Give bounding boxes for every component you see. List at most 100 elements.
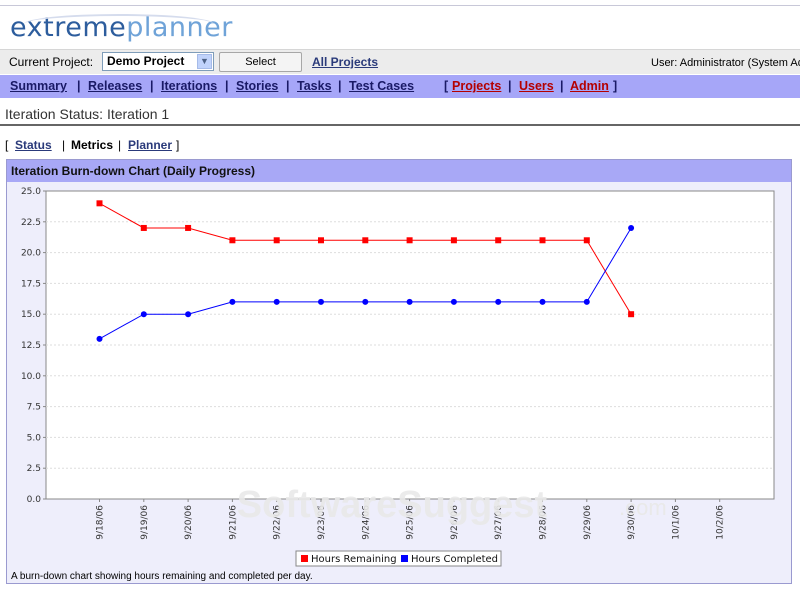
nav-summary[interactable]: Summary [10, 79, 67, 93]
nav-iterations[interactable]: Iterations [161, 79, 218, 93]
page-title: Iteration Status: Iteration 1 [5, 106, 170, 122]
nav-stories[interactable]: Stories [236, 79, 279, 93]
x-tick-label: 10/1/06 [671, 505, 681, 540]
subnav-separator: | [118, 138, 122, 152]
x-tick-label: 9/27/06 [494, 505, 504, 540]
data-point [495, 237, 502, 244]
y-tick-label: 17.5 [21, 279, 41, 289]
nav-tasks[interactable]: Tasks [297, 79, 332, 93]
x-tick-label: 9/23/06 [317, 505, 327, 540]
extremeplanner-logo: extremeplanner [10, 12, 233, 46]
project-select[interactable]: Demo Project ▼ [102, 52, 214, 71]
project-bar: Current Project: Demo Project ▼ Select A… [0, 49, 800, 74]
x-tick-label: 9/22/06 [273, 505, 283, 540]
x-tick-label: 9/19/06 [140, 505, 150, 540]
x-tick-label: 9/25/06 [406, 505, 416, 540]
subnav-separator: | [62, 138, 66, 152]
legend-swatch [301, 555, 308, 562]
user-info: User: Administrator (System Adr [651, 57, 800, 69]
select-button[interactable]: Select [219, 52, 302, 72]
title-divider [0, 124, 800, 126]
data-point [185, 311, 192, 318]
legend-label: Hours Completed [411, 554, 498, 565]
watermark-suffix: .com [619, 495, 667, 520]
data-point [362, 298, 369, 305]
data-point [185, 224, 192, 231]
data-point [96, 200, 103, 207]
x-tick-label: 9/28/06 [539, 505, 549, 540]
data-point [318, 237, 324, 244]
y-tick-label: 7.5 [27, 403, 41, 413]
data-point [450, 237, 457, 244]
burndown-chart: 0.0 2.5 5.0 7.5 10.0 12.5 15.0 17.5 20.0 22.5 25.0… [21, 187, 775, 567]
main-nav: Summary | Releases | Iterations | Storie… [0, 75, 800, 98]
nav-bracket-close: ] [613, 79, 618, 93]
chart-caption: A burn-down chart showing hours remainin… [11, 571, 313, 582]
nav-separator: | [225, 79, 229, 93]
y-tick-label: 20.0 [21, 249, 41, 259]
x-tick-label: 9/21/06 [228, 505, 238, 540]
data-point [583, 298, 590, 305]
nav-separator: | [508, 79, 512, 93]
logo-swoosh [24, 14, 214, 34]
all-projects-link[interactable]: All Projects [312, 55, 379, 69]
y-tick-label: 0.0 [27, 495, 42, 505]
nav-test-cases[interactable]: Test Cases [349, 79, 415, 93]
tab-planner[interactable]: Planner [128, 138, 173, 152]
y-tick-label: 12.5 [21, 341, 41, 351]
data-point [406, 237, 413, 244]
data-point [140, 224, 147, 231]
tab-metrics: Metrics [71, 138, 114, 152]
y-tick-label: 22.5 [21, 218, 41, 228]
data-point [362, 237, 369, 244]
subnav-bracket-close: ] [176, 138, 180, 152]
y-tick-label: 10.0 [21, 372, 41, 382]
y-tick-label: 5.0 [27, 433, 42, 443]
legend-box [295, 550, 502, 567]
data-point [406, 298, 413, 305]
x-tick-label: 9/30/06 [627, 505, 637, 540]
data-point [539, 298, 546, 305]
data-point [495, 298, 502, 305]
x-tick-label: 9/20/06 [184, 505, 194, 540]
nav-users[interactable]: Users [519, 79, 554, 93]
data-point [96, 335, 103, 342]
legend-label: Hours Remaining [311, 554, 397, 565]
x-tick-label: 9/24/06 [361, 505, 371, 540]
data-point [273, 237, 280, 244]
data-point [140, 311, 147, 318]
data-point [229, 237, 236, 244]
nav-separator: | [77, 79, 81, 93]
y-tick-label: 2.5 [27, 464, 41, 474]
data-point [273, 298, 280, 305]
data-point [318, 298, 324, 305]
burndown-panel: Iteration Burn-down Chart (Daily Progres… [6, 159, 792, 584]
data-point [450, 298, 457, 305]
x-tick-label: 9/26/06 [450, 505, 460, 540]
y-tick-label: 15.0 [21, 310, 41, 320]
nav-admin[interactable]: Admin [570, 79, 609, 93]
x-tick-label: 10/2/06 [716, 505, 726, 540]
data-point [229, 298, 236, 305]
watermark-text: SoftwareSuggest [237, 484, 548, 526]
top-divider [0, 5, 800, 6]
nav-projects[interactable]: Projects [452, 79, 502, 93]
nav-releases[interactable]: Releases [88, 79, 143, 93]
nav-separator: | [286, 79, 290, 93]
nav-bracket-open: [ [444, 79, 449, 93]
data-point [628, 311, 635, 318]
data-point [628, 224, 635, 231]
nav-separator: | [150, 79, 154, 93]
panel-title: Iteration Burn-down Chart (Daily Progres… [7, 160, 791, 182]
data-point [539, 237, 546, 244]
subnav-bracket-open: [ [5, 138, 9, 152]
project-select-value: Demo Project [107, 54, 185, 68]
tab-status[interactable]: Status [15, 138, 52, 152]
current-project-label: Current Project: [9, 55, 94, 69]
nav-separator: | [560, 79, 564, 93]
chevron-down-icon[interactable]: ▼ [197, 54, 212, 69]
x-tick-label: 9/18/06 [96, 505, 106, 540]
y-tick-label: 25.0 [21, 187, 41, 197]
legend-swatch [401, 555, 408, 562]
data-point [583, 237, 590, 244]
